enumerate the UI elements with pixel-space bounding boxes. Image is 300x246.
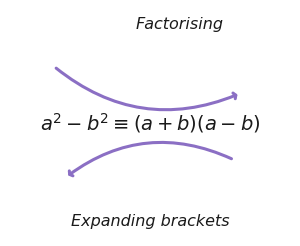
Text: $a^2 - b^2 \equiv (a+b)(a-b)$: $a^2 - b^2 \equiv (a+b)(a-b)$ xyxy=(40,111,260,135)
Text: Factorising: Factorising xyxy=(136,17,224,32)
Text: Expanding brackets: Expanding brackets xyxy=(71,214,229,229)
